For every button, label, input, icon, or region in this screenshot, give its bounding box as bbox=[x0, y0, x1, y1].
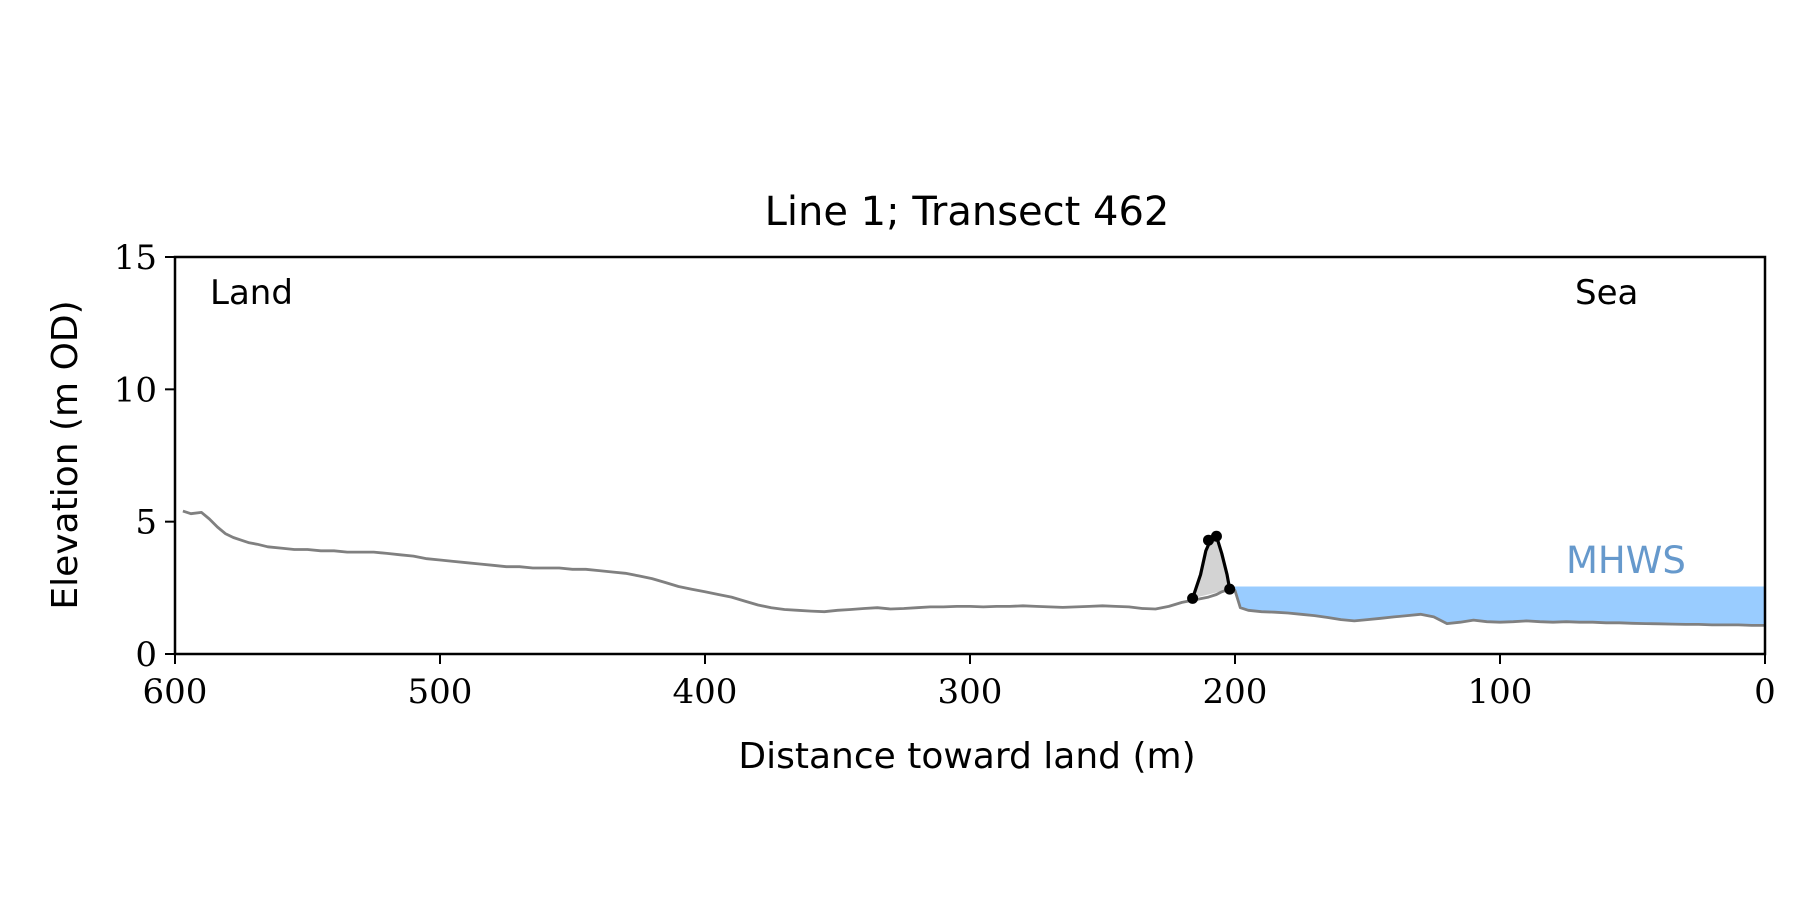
dune-point bbox=[1187, 592, 1199, 604]
land-annotation: Land bbox=[210, 273, 293, 313]
x-tick-label: 200 bbox=[1203, 672, 1268, 712]
sea-annotation: Sea bbox=[1575, 273, 1638, 313]
plot-area bbox=[182, 509, 1765, 627]
y-axis-ticks: 0 5 10 15 bbox=[114, 238, 175, 675]
chart-title: Line 1; Transect 462 bbox=[765, 189, 1170, 235]
x-tick-label: 500 bbox=[408, 672, 473, 712]
y-tick-label: 10 bbox=[114, 370, 157, 410]
y-axis-label: Elevation (m OD) bbox=[45, 300, 86, 609]
x-axis-ticks: 600 500 400 300 200 100 0 bbox=[143, 654, 1776, 712]
y-tick-label: 15 bbox=[114, 238, 157, 278]
x-tick-label: 0 bbox=[1754, 672, 1776, 712]
x-tick-label: 600 bbox=[143, 672, 208, 712]
x-tick-label: 400 bbox=[673, 672, 738, 712]
y-tick-label: 0 bbox=[135, 635, 157, 675]
mhws-water-area bbox=[1235, 586, 1765, 626]
x-tick-label: 300 bbox=[938, 672, 1003, 712]
y-tick-label: 5 bbox=[135, 503, 157, 543]
x-tick-label: 100 bbox=[1468, 672, 1533, 712]
dune-point bbox=[1210, 530, 1222, 542]
x-axis-label: Distance toward land (m) bbox=[738, 736, 1195, 777]
mhws-annotation: MHWS bbox=[1566, 539, 1686, 582]
dune-point bbox=[1224, 583, 1236, 595]
profile-line bbox=[182, 509, 1765, 627]
